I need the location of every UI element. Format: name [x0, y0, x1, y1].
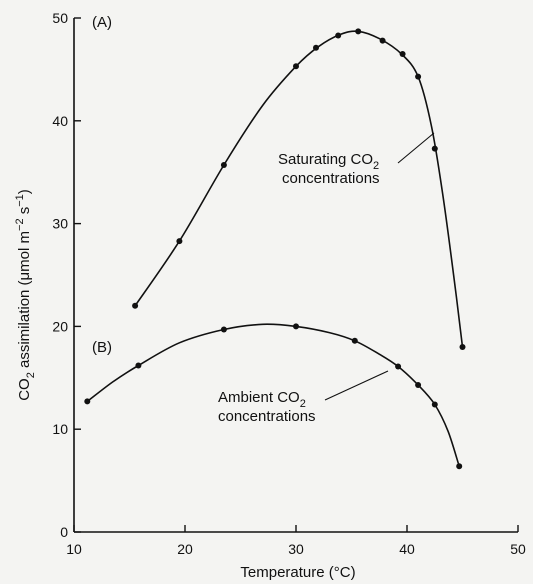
x-ticks: 10 20 30 40 50	[66, 525, 526, 557]
series-saturating	[132, 28, 466, 350]
series-ambient	[84, 323, 463, 470]
series-ambient-points	[84, 323, 463, 470]
y-tick-label: 0	[60, 524, 68, 540]
annotation-saturating: Saturating CO2 concentrations	[278, 132, 435, 187]
series-saturating-point	[293, 63, 299, 70]
series-ambient-point	[84, 398, 91, 405]
series-saturating-point	[459, 344, 466, 350]
series-ambient-point	[395, 363, 402, 370]
annotation-ambient-line1: Ambient CO2	[218, 389, 306, 410]
series-saturating-point	[399, 51, 406, 57]
series-saturating-point	[355, 28, 362, 35]
series-saturating-point	[335, 32, 342, 39]
series-ambient-point	[415, 382, 422, 388]
panel-label-a: (A)	[92, 14, 112, 31]
series-saturating-point	[132, 302, 139, 309]
y-axis-label: CO2 assimilation (μmol m−2 s−1)	[14, 189, 37, 401]
y-tick-label: 30	[52, 216, 68, 232]
series-ambient-point	[431, 401, 438, 408]
x-tick-label: 30	[288, 541, 304, 557]
annotation-saturating-leader	[397, 132, 435, 164]
series-ambient-curve	[86, 323, 460, 467]
series-saturating-point	[313, 44, 319, 51]
series-ambient-point	[351, 337, 358, 344]
x-tick-label: 40	[399, 541, 415, 557]
y-ticks: 0 10 20 30 40 50	[52, 10, 81, 540]
series-saturating-points	[132, 28, 466, 350]
series-saturating-point	[220, 162, 227, 168]
x-axis-label: Temperature (°C)	[240, 564, 355, 581]
x-tick-label: 10	[66, 541, 82, 557]
y-tick-label: 10	[52, 421, 68, 437]
y-tick-label: 50	[52, 10, 68, 26]
y-tick-label: 20	[52, 318, 68, 334]
x-tick-label: 50	[510, 541, 526, 557]
series-saturating-point	[379, 37, 386, 44]
series-saturating-curve	[134, 30, 464, 348]
series-saturating-point	[176, 238, 183, 245]
series-ambient-point	[293, 323, 299, 330]
annotation-saturating-line2: concentrations	[282, 170, 380, 187]
x-tick-label: 20	[177, 541, 193, 557]
annotation-ambient: Ambient CO2 concentrations	[218, 370, 389, 425]
series-saturating-point	[431, 145, 438, 152]
axes	[73, 18, 518, 533]
annotation-saturating-line1: Saturating CO2	[278, 151, 379, 172]
annotation-ambient-leader	[324, 370, 389, 401]
panel-label-b: (B)	[92, 339, 112, 356]
series-saturating-point	[415, 73, 422, 80]
annotation-ambient-line2: concentrations	[218, 408, 316, 425]
y-tick-label: 40	[52, 113, 68, 129]
series-ambient-point	[220, 326, 227, 333]
series-ambient-point	[456, 463, 463, 470]
series-ambient-point	[135, 362, 142, 369]
